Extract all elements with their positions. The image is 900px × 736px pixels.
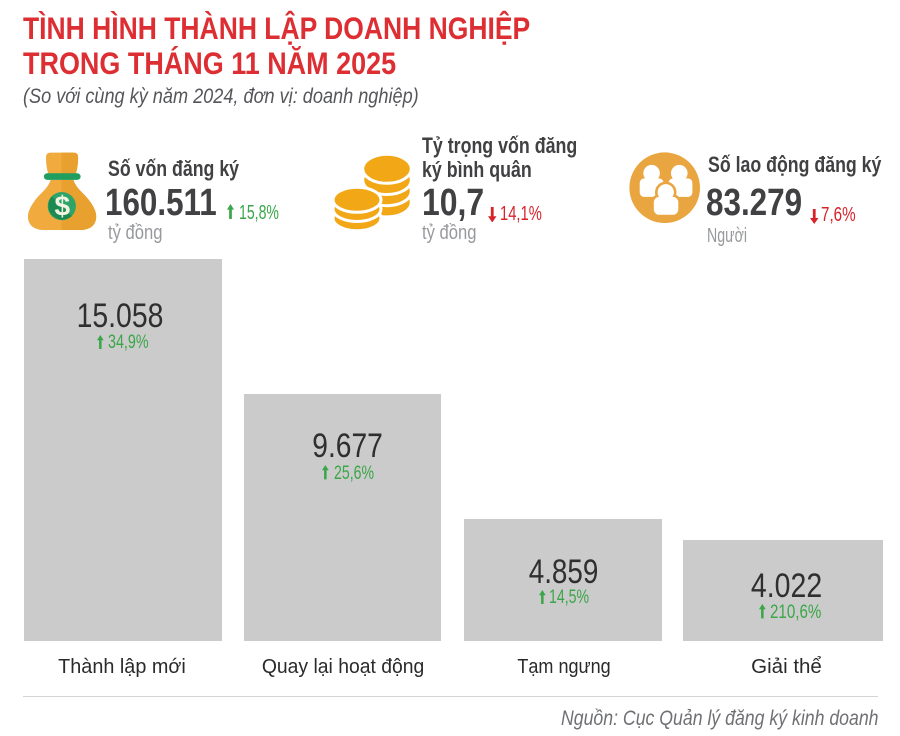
svg-text:$: $ <box>55 190 71 221</box>
